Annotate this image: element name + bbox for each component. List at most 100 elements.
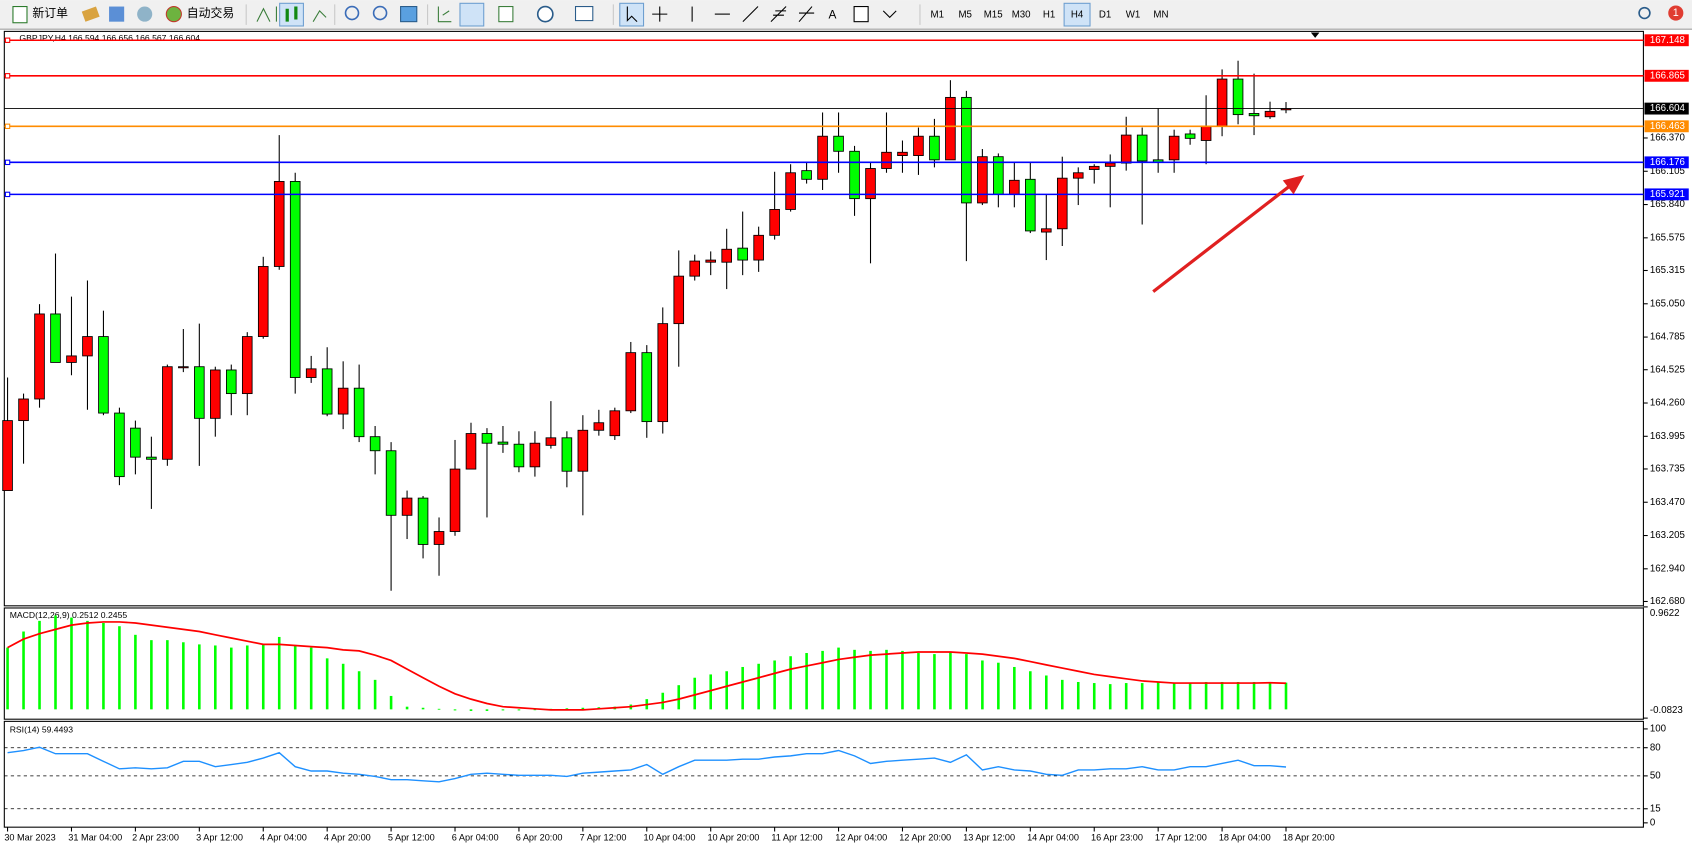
candle-body [449,468,461,532]
auto-trading-button[interactable]: 自动交易 [165,6,234,23]
macd-bar [1236,681,1240,710]
candle-body [609,410,621,437]
macd-bar [389,695,393,710]
price-level-label: 166.865 [1650,70,1685,81]
x-tick-label: 12 Apr 20:00 [899,832,951,842]
new-order-icon [12,6,28,24]
macd-bar [1108,684,1112,710]
auto-trading-label: 自动交易 [187,6,234,20]
candle-body [225,369,237,395]
macd-bar [1013,666,1016,710]
macd-bar [150,640,153,710]
x-tick-label: 5 Apr 12:00 [388,832,435,842]
x-tick-label: 6 Apr 04:00 [452,832,499,842]
search[interactable] [1638,6,1651,20]
candle-body [66,355,77,363]
x-tick-label: 18 Apr 20:00 [1283,832,1335,842]
notification-badge[interactable] [1668,5,1684,21]
price-level-tag [1644,34,1689,47]
macd-bar [134,634,137,710]
level-handle [4,37,11,43]
icon[interactable] [81,6,100,22]
macd-bar [38,620,41,710]
macd-bar [533,709,537,711]
icon [285,6,298,22]
candle-body [1072,172,1084,179]
macd-bar [709,674,713,710]
macd-bar [757,663,760,710]
timeframe-button[interactable]: H4 [1071,10,1084,21]
zoom-out[interactable] [372,5,388,21]
x-tick-label: 18 Apr 04:00 [1219,832,1271,842]
y-tick-label: 163.470 [1650,497,1686,508]
templates[interactable] [574,6,594,22]
zoom-in[interactable] [344,5,360,21]
trendline-tool[interactable] [742,6,759,23]
icon[interactable] [109,6,125,22]
x-tick-label: 17 Apr 12:00 [1155,832,1207,842]
cursor-tool[interactable] [619,2,645,27]
macd-bar [853,649,856,710]
candle-body [865,168,876,200]
y-tick-label: 166.370 [1650,133,1686,144]
candle-body [210,369,221,419]
timeframe-button[interactable]: W1 [1126,10,1141,21]
price-level-label: 166.604 [1650,103,1686,114]
candle-body [721,248,732,263]
candle-body [833,135,844,152]
macd-bar [517,709,521,711]
periods[interactable] [536,5,554,23]
icon[interactable] [137,6,153,22]
x-tick-label: 6 Apr 20:00 [516,832,563,842]
macd-bar [485,709,489,711]
candle-body [929,135,940,161]
y-tick-label: 163.995 [1650,431,1685,442]
new-order-button[interactable]: 新订单 [12,6,68,24]
candle-body [2,420,13,491]
timeframe-button[interactable]: M1 [930,10,943,21]
label-tool[interactable] [853,6,869,23]
timeframe-button[interactable]: M15 [984,10,1003,21]
timeframe-button[interactable]: M30 [1012,10,1031,21]
macd-bar [1156,681,1160,710]
macd-bar [1060,679,1064,710]
active-chart-type[interactable] [279,2,304,27]
macd-bar [1284,682,1288,710]
candle-body [593,422,605,431]
candle-body [337,387,349,415]
x-tick-label: 10 Apr 04:00 [644,832,696,842]
auto-scroll[interactable] [459,2,485,27]
y-tick-label: 15 [1650,803,1661,814]
candle-body [82,336,93,357]
text-tool[interactable]: A [829,7,837,21]
candle-body [689,260,701,277]
price-level-tag [1644,120,1689,133]
x-tick-label: 14 Apr 04:00 [1027,832,1079,842]
indicators[interactable] [498,6,514,23]
timeframe-button[interactable]: MN [1153,10,1168,21]
candle-body [897,151,908,156]
timeframe-button[interactable]: H1 [1043,10,1055,21]
candle-body [1136,134,1148,162]
x-tick-label: 2 Apr 23:00 [132,832,179,842]
timeframe-button[interactable]: M5 [958,10,971,21]
channel-tool[interactable] [770,6,787,23]
icon[interactable] [312,9,327,22]
arrows-tool[interactable] [882,10,897,19]
price-level-tag [1644,102,1689,115]
candle-body [497,441,509,445]
fibo-tool[interactable] [798,6,815,23]
macd-bar [309,647,313,710]
candle-body [401,497,413,516]
crosshair-tool[interactable] [652,6,668,22]
macd-bar [325,658,329,710]
macd-bar [437,708,441,710]
candle-body [1025,178,1036,232]
notification-count: 1 [1673,7,1679,19]
candle-body [881,151,892,169]
tile-windows[interactable] [400,6,418,23]
timeframe-button[interactable]: D1 [1099,10,1111,21]
candle-body [769,209,780,236]
icon[interactable] [437,6,452,23]
candle-body [1248,113,1260,117]
